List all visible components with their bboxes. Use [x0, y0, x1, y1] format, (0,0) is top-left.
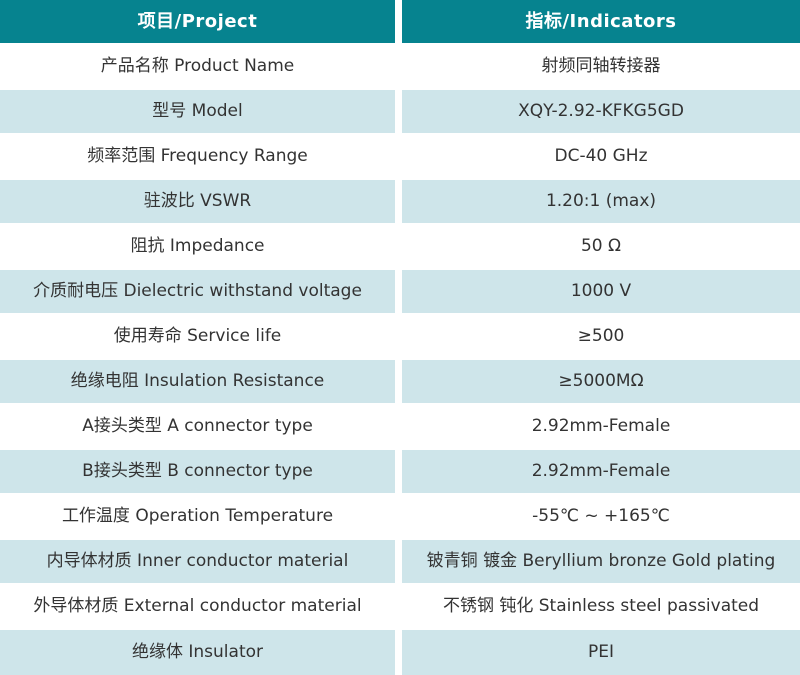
table-header-row: 项目/Project 指标/Indicators — [0, 0, 800, 45]
project-cell: 频率范围 Frequency Range — [0, 135, 395, 180]
project-cell: 外导体材质 External conductor material — [0, 585, 395, 630]
table-row: 产品名称 Product Name 射频同轴转接器 — [0, 45, 800, 90]
indicator-cell: 2.92mm-Female — [402, 405, 800, 450]
project-cell: 工作温度 Operation Temperature — [0, 495, 395, 540]
indicator-cell: 射频同轴转接器 — [402, 45, 800, 90]
indicator-cell: PEI — [402, 630, 800, 675]
table-row: 使用寿命 Service life ≥500 — [0, 315, 800, 360]
project-cell: 驻波比 VSWR — [0, 180, 395, 225]
indicator-cell: 铍青铜 镀金 Beryllium bronze Gold plating — [402, 540, 800, 585]
header-cell-indicators: 指标/Indicators — [402, 0, 800, 45]
table-row: 驻波比 VSWR 1.20:1 (max) — [0, 180, 800, 225]
table-row: 绝缘电阻 Insulation Resistance ≥5000MΩ — [0, 360, 800, 405]
indicator-cell: 1000 V — [402, 270, 800, 315]
project-cell: 阻抗 Impedance — [0, 225, 395, 270]
indicator-cell: DC-40 GHz — [402, 135, 800, 180]
indicator-cell: ≥5000MΩ — [402, 360, 800, 405]
indicator-cell: 1.20:1 (max) — [402, 180, 800, 225]
table-row: 绝缘体 Insulator PEI — [0, 630, 800, 675]
table-row: 工作温度 Operation Temperature -55℃ ~ +165℃ — [0, 495, 800, 540]
project-cell: 产品名称 Product Name — [0, 45, 395, 90]
project-cell: B接头类型 B connector type — [0, 450, 395, 495]
project-cell: 介质耐电压 Dielectric withstand voltage — [0, 270, 395, 315]
indicator-cell: 2.92mm-Female — [402, 450, 800, 495]
table-row: 型号 Model XQY-2.92-KFKG5GD — [0, 90, 800, 135]
table-row: 内导体材质 Inner conductor material 铍青铜 镀金 Be… — [0, 540, 800, 585]
indicator-cell: -55℃ ~ +165℃ — [402, 495, 800, 540]
project-cell: 绝缘体 Insulator — [0, 630, 395, 675]
indicator-cell: ≥500 — [402, 315, 800, 360]
table-row: A接头类型 A connector type 2.92mm-Female — [0, 405, 800, 450]
indicator-cell: XQY-2.92-KFKG5GD — [402, 90, 800, 135]
indicator-cell: 50 Ω — [402, 225, 800, 270]
header-cell-project: 项目/Project — [0, 0, 395, 45]
project-cell: 使用寿命 Service life — [0, 315, 395, 360]
project-cell: 绝缘电阻 Insulation Resistance — [0, 360, 395, 405]
table-row: B接头类型 B connector type 2.92mm-Female — [0, 450, 800, 495]
table-row: 阻抗 Impedance 50 Ω — [0, 225, 800, 270]
project-cell: A接头类型 A connector type — [0, 405, 395, 450]
project-cell: 型号 Model — [0, 90, 395, 135]
table-row: 频率范围 Frequency Range DC-40 GHz — [0, 135, 800, 180]
table-row: 外导体材质 External conductor material 不锈钢 钝化… — [0, 585, 800, 630]
indicator-cell: 不锈钢 钝化 Stainless steel passivated — [402, 585, 800, 630]
table-row: 介质耐电压 Dielectric withstand voltage 1000 … — [0, 270, 800, 315]
project-cell: 内导体材质 Inner conductor material — [0, 540, 395, 585]
